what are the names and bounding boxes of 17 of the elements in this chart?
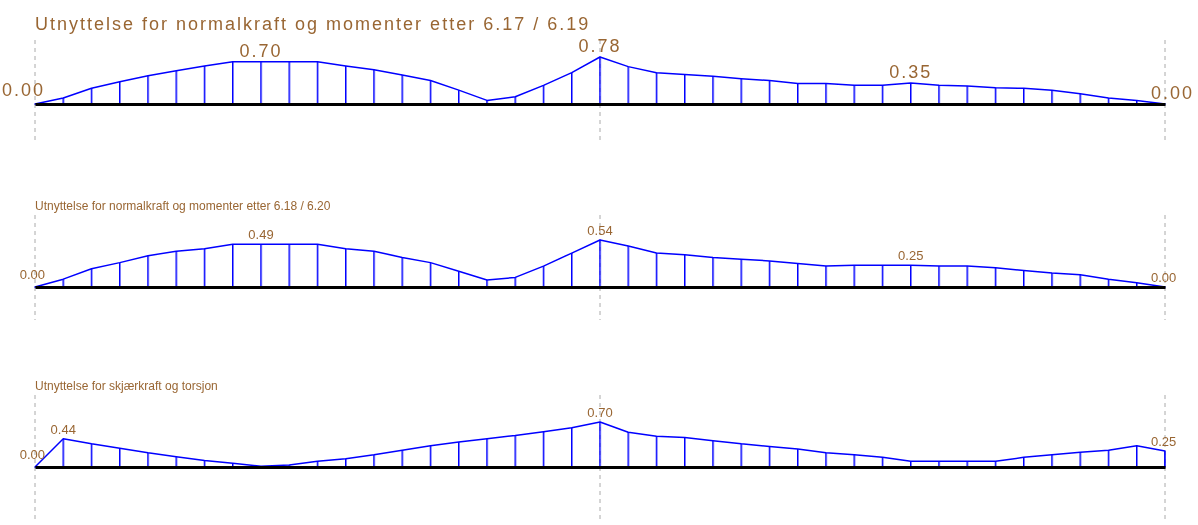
chart-title: Utnyttelse for normalkraft og momenter etter 6.17 / 6.19 bbox=[35, 14, 591, 34]
data-label: 0.54 bbox=[587, 223, 613, 238]
data-label: 0.35 bbox=[889, 61, 933, 82]
data-label: 0.00 bbox=[19, 267, 45, 282]
data-label: 0.49 bbox=[248, 227, 274, 243]
data-label: 0.00 bbox=[1, 80, 45, 100]
data-label: 0.44 bbox=[50, 421, 76, 437]
data-label: 0.00 bbox=[19, 447, 45, 462]
data-label: 0.00 bbox=[1151, 270, 1177, 285]
chart-title: Utnyttelse for skjærkraft og torsjon bbox=[35, 379, 218, 393]
data-label: 0.25 bbox=[898, 248, 924, 264]
data-label: 0.78 bbox=[578, 36, 622, 56]
data-label: 0.70 bbox=[239, 40, 283, 61]
data-label: 0.70 bbox=[587, 405, 613, 420]
chart-title: Utnyttelse for normalkraft og momenter etter 6.18 / 6.20 bbox=[35, 199, 331, 213]
data-label: 0.00 bbox=[1151, 83, 1195, 103]
data-label: 0.25 bbox=[1151, 433, 1177, 449]
